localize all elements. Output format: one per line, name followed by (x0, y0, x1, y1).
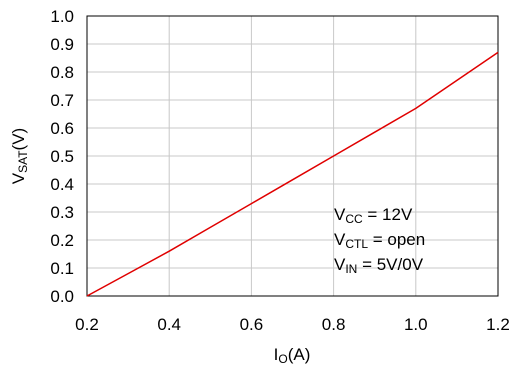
y-tick-labels: 0.0 0.1 0.2 0.3 0.4 0.5 0.6 0.7 0.8 0.9 1.0 (50, 7, 74, 306)
y-tick-label-4: 0.4 (50, 175, 74, 194)
annotation-vin-main: V (334, 255, 346, 274)
y-tick-label-6: 0.6 (50, 119, 74, 138)
y-tick-label-2: 0.2 (50, 231, 74, 250)
annotation-vctl: VCTL = open (334, 230, 425, 251)
y-tick-label-9: 0.9 (50, 35, 74, 54)
y-tick-label-10: 1.0 (50, 7, 74, 26)
annotation-vin-rest: = 5V/0V (357, 255, 423, 274)
x-tick-label-4: 1.0 (404, 315, 428, 334)
y-tick-label-5: 0.5 (50, 147, 74, 166)
x-axis-label-main: I (274, 345, 279, 364)
y-axis-label-sub: SAT (16, 150, 30, 173)
series-layer (86, 51, 499, 297)
annotation-vctl-sub: CTL (345, 237, 368, 251)
x-tick-label-2: 0.6 (240, 315, 264, 334)
x-tick-label-5: 1.2 (486, 315, 510, 334)
y-tick-label-8: 0.8 (50, 63, 74, 82)
x-axis-label: IO(A) (274, 345, 311, 366)
annotation-vctl-main: V (334, 230, 346, 249)
y-axis-label-unit: (V) (9, 128, 28, 151)
x-tick-label-1: 0.4 (157, 315, 181, 334)
annotation-vcc-rest: = 12V (363, 205, 413, 224)
y-tick-label-7: 0.7 (50, 91, 74, 110)
annotation-vcc-sub: CC (345, 212, 363, 226)
y-tick-label-3: 0.3 (50, 203, 74, 222)
annotation-vin-sub: IN (345, 262, 357, 276)
y-axis-label: VSAT(V) (9, 128, 30, 184)
annotation-vin: VIN = 5V/0V (334, 255, 424, 276)
x-tick-labels: 0.2 0.4 0.6 0.8 1.0 1.2 (75, 315, 510, 334)
plot-frame (86, 15, 499, 297)
x-tick-label-0: 0.2 (75, 315, 99, 334)
annotation-vcc: VCC = 12V (334, 205, 413, 226)
x-tick-label-3: 0.8 (322, 315, 346, 334)
grid-lines (87, 16, 498, 296)
x-axis-label-sub: O (278, 352, 287, 366)
annotation-vcc-main: V (334, 205, 346, 224)
y-tick-label-0: 0.0 (50, 287, 74, 306)
y-tick-label-1: 0.1 (50, 259, 74, 278)
annotation-vctl-rest: = open (368, 230, 425, 249)
y-axis-label-main: V (9, 172, 28, 184)
conditions-annotation: VCC = 12V VCTL = open VIN = 5V/0V (334, 205, 425, 276)
series-line-0 (86, 51, 499, 297)
x-axis-label-unit: (A) (288, 345, 311, 364)
